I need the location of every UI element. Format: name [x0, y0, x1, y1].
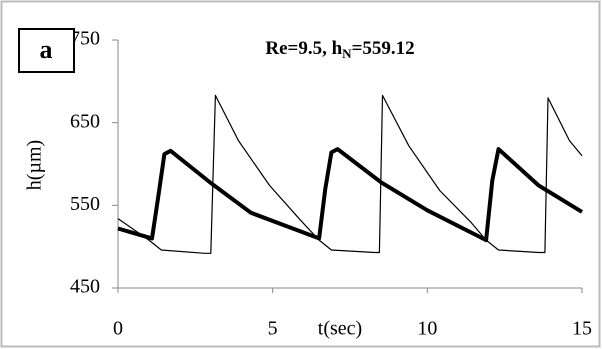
title-part: =559.12: [352, 38, 415, 59]
y-tick-label: 750: [70, 28, 100, 50]
title-part: Re=9.5, h: [265, 38, 342, 59]
y-tick-label: 650: [70, 110, 100, 132]
panel-label-box: [18, 28, 75, 73]
x-tick-label: 5: [268, 318, 278, 340]
chart-title: Re=9.5, hN=559.12: [265, 38, 414, 61]
x-axis-label: t(sec): [318, 318, 362, 340]
x-tick-label: 0: [113, 318, 123, 340]
title-subscript: N: [342, 46, 352, 61]
x-tick-label: 10: [417, 318, 437, 340]
data-line: [117, 94, 583, 254]
panel-label: a: [40, 35, 53, 64]
y-axis-label: h(µm): [24, 140, 46, 190]
x-tick-label: 15: [572, 318, 592, 340]
y-tick-label: 550: [70, 193, 100, 215]
data-line: [117, 147, 584, 243]
y-tick-label: 450: [70, 276, 100, 298]
